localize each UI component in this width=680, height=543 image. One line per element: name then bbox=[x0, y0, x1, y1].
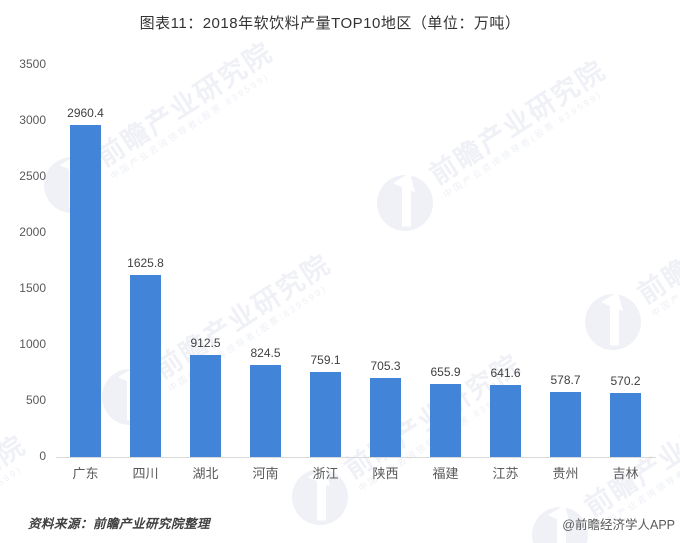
bar bbox=[610, 393, 641, 457]
y-axis-tick-label: 3500 bbox=[19, 57, 46, 71]
bar bbox=[250, 364, 281, 457]
x-axis-category-label: 河南 bbox=[252, 466, 279, 481]
bar-value-label: 705.3 bbox=[370, 359, 401, 373]
credit-note: @前瞻经济学人APP bbox=[562, 518, 675, 532]
bar-value-label: 578.7 bbox=[550, 373, 581, 388]
source-note: 资料来源：前瞻产业研究院整理 bbox=[28, 517, 211, 531]
x-axis-category-label: 湖北 bbox=[192, 466, 219, 481]
page-title: 图表11：2018年软饮料产量TOP10地区（单位：万吨） bbox=[139, 15, 521, 32]
y-axis-tick-label: 2000 bbox=[19, 225, 46, 239]
bar-value-label: 641.6 bbox=[490, 366, 521, 381]
bar-value-label: 1625.8 bbox=[127, 255, 164, 270]
y-axis-tick-label: 1500 bbox=[19, 281, 46, 295]
x-axis-category-label: 江苏 bbox=[492, 466, 519, 481]
bar-value-label: 570.2 bbox=[610, 374, 641, 389]
x-axis-category-label: 浙江 bbox=[312, 466, 339, 481]
bar-value-label: 912.5 bbox=[190, 335, 221, 350]
y-axis-tick-label: 3000 bbox=[19, 113, 46, 127]
bar bbox=[130, 274, 161, 457]
y-axis-tick-label: 500 bbox=[25, 393, 46, 407]
y-axis-tick-label: 1000 bbox=[19, 337, 46, 351]
bar-value-label: 655.9 bbox=[430, 364, 461, 379]
x-axis-line bbox=[56, 457, 656, 458]
bar-value-label: 2960.4 bbox=[67, 106, 104, 121]
x-axis-category-label: 吉林 bbox=[612, 466, 639, 481]
x-axis-category-label: 陕西 bbox=[372, 466, 399, 481]
bar bbox=[430, 383, 461, 457]
x-axis-category-label: 贵州 bbox=[552, 466, 579, 481]
x-axis-category-label: 福建 bbox=[432, 466, 459, 481]
bar bbox=[370, 378, 401, 457]
bar bbox=[310, 371, 341, 457]
x-axis-category-label: 四川 bbox=[132, 466, 159, 481]
x-axis-category-label: 广东 bbox=[72, 466, 99, 481]
y-axis-tick-label: 0 bbox=[39, 449, 46, 463]
bar-value-label: 759.1 bbox=[310, 352, 341, 367]
y-axis-tick-label: 2500 bbox=[19, 169, 46, 183]
bar bbox=[70, 125, 101, 457]
bar bbox=[550, 392, 581, 457]
bar bbox=[490, 385, 521, 457]
bar bbox=[190, 354, 221, 457]
bar-value-label: 824.5 bbox=[250, 345, 281, 360]
